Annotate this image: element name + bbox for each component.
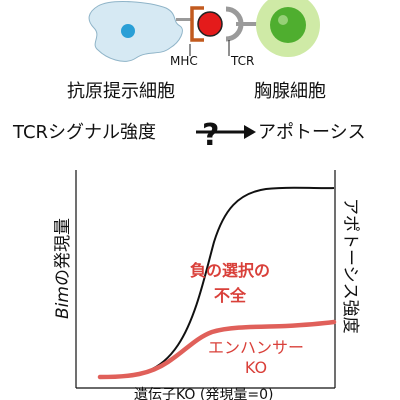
antigen-presenting-cell bbox=[88, 1, 183, 62]
thymocyte-label: 胸腺細胞 bbox=[254, 81, 326, 102]
apc-body bbox=[88, 1, 183, 62]
mhc-bracket bbox=[190, 6, 204, 42]
relation-arrow-head bbox=[244, 125, 256, 139]
negative-selection-annotation-2: 不全 bbox=[214, 286, 247, 305]
enhancer-ko-label-2: KO bbox=[245, 358, 267, 377]
mhc-stalk bbox=[176, 18, 192, 21]
tcr-signal-strength-label: TCRシグナル強度 bbox=[12, 122, 156, 143]
tcr-stalk bbox=[236, 22, 258, 26]
apoptosis-label: アポトーシス bbox=[258, 122, 366, 143]
mhc-complex bbox=[176, 6, 223, 42]
tcr-receptor bbox=[225, 6, 258, 42]
enhancer-ko-label-1: エンハンサー bbox=[208, 338, 304, 357]
thymocyte-nucleus bbox=[270, 7, 306, 43]
enhancer-ko-curve bbox=[97, 319, 337, 380]
thymocyte-cell bbox=[256, 0, 320, 57]
tcr-label: TCR bbox=[230, 54, 254, 68]
negative-selection-annotation-1: 負の選択の bbox=[190, 261, 270, 280]
mhc-peptide bbox=[197, 11, 223, 37]
apoptosis-strength-label: アポトーシス強度 bbox=[340, 198, 360, 334]
question-mark: ? bbox=[202, 118, 219, 153]
bim-label-rest: の発現量 bbox=[53, 218, 73, 286]
apc-nucleus bbox=[121, 24, 135, 38]
gene-ko-baseline-label: 遺伝子KO (発現量=0) bbox=[134, 387, 273, 400]
mhc-label: MHC bbox=[170, 54, 198, 68]
bim-expression-label: Bimの発現量 bbox=[53, 218, 73, 319]
bim-italic: Bim bbox=[53, 286, 73, 319]
thymocyte-highlight bbox=[278, 15, 288, 25]
plot: Bimの発現量 アポトーシス強度 負の選択の 不全 エンハンサー KO 遺伝子K… bbox=[53, 170, 360, 400]
apc-label: 抗原提示細胞 bbox=[67, 81, 175, 102]
